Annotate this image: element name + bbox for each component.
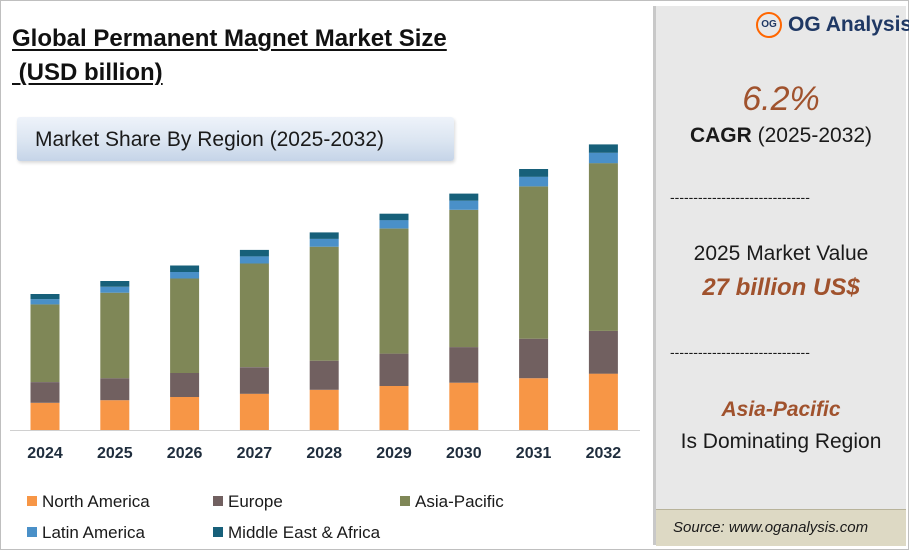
source-text: Source: www.oganalysis.com bbox=[673, 519, 869, 536]
bar-latin-america-2024 bbox=[30, 299, 60, 305]
legend-item-latin-america: Latin America bbox=[27, 523, 145, 543]
bar-middle-east-africa-2030 bbox=[449, 193, 479, 201]
bar-europe-2032 bbox=[588, 330, 618, 374]
source-bar: Source: www.oganalysis.com bbox=[656, 509, 906, 546]
bar-north-america-2024 bbox=[30, 402, 60, 430]
bar-latin-america-2025 bbox=[100, 286, 130, 293]
bar-north-america-2030 bbox=[449, 382, 479, 430]
x-tick-label-2026: 2026 bbox=[167, 445, 203, 462]
legend-label-asia-pacific: Asia-Pacific bbox=[415, 492, 504, 511]
bar-latin-america-2031 bbox=[519, 176, 549, 187]
x-tick-label-2028: 2028 bbox=[306, 445, 342, 462]
bar-middle-east-africa-2031 bbox=[519, 169, 549, 177]
legend-item-europe: Europe bbox=[213, 492, 283, 512]
bar-europe-2028 bbox=[309, 360, 339, 390]
cagr-period: (2025-2032) bbox=[751, 124, 873, 147]
bar-asia-pacific-2028 bbox=[309, 246, 339, 361]
bar-north-america-2032 bbox=[588, 373, 618, 430]
legend-swatch-latin-america bbox=[27, 527, 37, 537]
bar-north-america-2026 bbox=[170, 397, 200, 430]
bar-asia-pacific-2031 bbox=[519, 186, 549, 339]
bar-middle-east-africa-2032 bbox=[588, 144, 618, 153]
bar-middle-east-africa-2029 bbox=[379, 213, 409, 221]
bar-north-america-2025 bbox=[100, 400, 130, 430]
bar-asia-pacific-2032 bbox=[588, 163, 618, 331]
bar-europe-2027 bbox=[239, 367, 269, 394]
bar-europe-2029 bbox=[379, 353, 409, 386]
market-value: 27 billion US$ bbox=[702, 274, 860, 301]
legend-label-middle-east-africa: Middle East & Africa bbox=[228, 523, 381, 542]
bar-middle-east-africa-2027 bbox=[239, 249, 269, 257]
bar-europe-2030 bbox=[449, 347, 479, 383]
legend-label-europe: Europe bbox=[228, 492, 283, 511]
divider-bottom: ------------------------------ bbox=[670, 344, 810, 360]
legend-item-asia-pacific: Asia-Pacific bbox=[400, 492, 504, 512]
legend-swatch-europe bbox=[213, 496, 223, 506]
bar-north-america-2029 bbox=[379, 386, 409, 430]
chart-title-line-1: Global Permanent Magnet Market Size bbox=[12, 25, 447, 52]
bar-europe-2031 bbox=[519, 338, 549, 379]
legend-item-north-america: North America bbox=[27, 492, 150, 512]
stacked-bar-chart: 2024 2025 2026 2027 2028 2029 2030 2031 2032 bbox=[10, 144, 640, 462]
logo-text: OG Analysis bbox=[788, 13, 909, 36]
bar-asia-pacific-2025 bbox=[100, 292, 130, 379]
cagr-label: CAGR (2025-2032) bbox=[656, 124, 906, 148]
legend-swatch-middle-east-africa bbox=[213, 527, 223, 537]
x-tick-label-2032: 2032 bbox=[586, 445, 622, 462]
bar-north-america-2031 bbox=[519, 378, 549, 430]
chart-legend: North America Europe Asia-Pacific Latin … bbox=[0, 488, 640, 548]
bar-latin-america-2029 bbox=[379, 220, 409, 229]
subtitle-banner: Market Share By Region (2025-2032) bbox=[17, 117, 454, 161]
legend-swatch-north-america bbox=[27, 496, 37, 506]
legend-label-north-america: North America bbox=[42, 492, 150, 511]
bar-middle-east-africa-2025 bbox=[100, 281, 130, 287]
bar-latin-america-2028 bbox=[309, 238, 339, 247]
legend-swatch-asia-pacific bbox=[400, 496, 410, 506]
legend-item-middle-east-africa: Middle East & Africa bbox=[213, 523, 380, 543]
bar-europe-2026 bbox=[170, 373, 200, 397]
bar-middle-east-africa-2024 bbox=[30, 294, 60, 300]
x-tick-label-2030: 2030 bbox=[446, 445, 482, 462]
divider-top: ------------------------------ bbox=[670, 189, 810, 205]
x-tick-label-2024: 2024 bbox=[27, 445, 63, 462]
x-tick-label-2029: 2029 bbox=[376, 445, 412, 462]
x-tick-label-2031: 2031 bbox=[516, 445, 552, 462]
bar-middle-east-africa-2028 bbox=[309, 232, 339, 239]
bar-latin-america-2032 bbox=[588, 152, 618, 164]
dominating-region-label: Is Dominating Region bbox=[680, 430, 882, 453]
legend-label-latin-america: Latin America bbox=[42, 523, 145, 542]
bar-latin-america-2027 bbox=[239, 256, 269, 264]
bar-europe-2024 bbox=[30, 382, 60, 403]
dominating-region: Asia-Pacific bbox=[721, 398, 841, 421]
bar-asia-pacific-2027 bbox=[239, 263, 269, 368]
cagr-value: 6.2% bbox=[742, 80, 820, 118]
bar-middle-east-africa-2026 bbox=[170, 265, 200, 272]
bar-north-america-2027 bbox=[239, 393, 269, 430]
bar-asia-pacific-2026 bbox=[170, 278, 200, 373]
bar-asia-pacific-2030 bbox=[449, 209, 479, 348]
bar-north-america-2028 bbox=[309, 389, 339, 430]
market-value-label: 2025 Market Value bbox=[693, 242, 869, 265]
cagr-label-bold: CAGR bbox=[689, 124, 752, 147]
chart-title: Global Permanent Magnet Market Size (USD… bbox=[12, 22, 447, 90]
bar-asia-pacific-2029 bbox=[379, 228, 409, 354]
x-tick-label-2025: 2025 bbox=[97, 445, 133, 462]
og-analysis-logo: OG OG Analysis bbox=[756, 12, 909, 42]
chart-title-line-2: (USD billion) bbox=[12, 59, 163, 86]
bar-asia-pacific-2024 bbox=[30, 304, 60, 382]
chart-subtitle: Market Share By Region (2025-2032) bbox=[35, 128, 385, 151]
x-tick-label-2027: 2027 bbox=[237, 445, 273, 462]
bar-europe-2025 bbox=[100, 378, 130, 401]
bar-latin-america-2026 bbox=[170, 272, 200, 279]
summary-panel: OG OG Analysis 6.2% CAGR (2025-2032) ---… bbox=[653, 6, 909, 546]
bar-latin-america-2030 bbox=[449, 200, 479, 210]
og-logo-icon: OG bbox=[756, 12, 782, 38]
